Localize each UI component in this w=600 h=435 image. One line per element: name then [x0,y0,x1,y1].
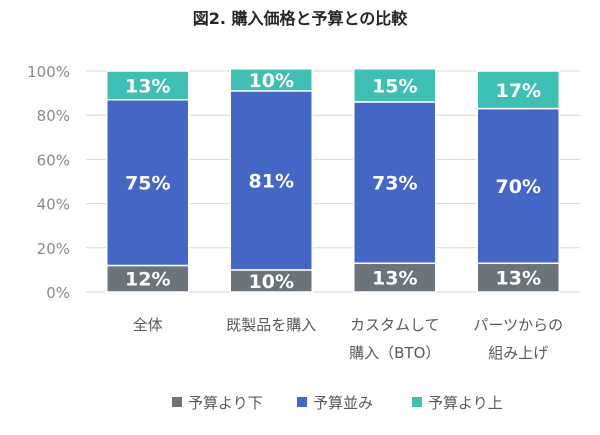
bar-segment [106,98,190,267]
data-label: 12% [125,269,170,291]
data-label: 73% [372,173,417,195]
bar-segment [476,262,560,293]
y-tick-label: 0% [46,284,70,302]
bar-segment [353,262,437,293]
x-category-label: 組み上げ [488,344,548,362]
y-tick-label: 20% [37,240,70,258]
bar-segment [229,90,313,271]
x-category-label: カスタムして [350,316,440,334]
x-category-label: 購入（BTO） [349,344,440,362]
legend-label: 予算より上 [428,394,503,412]
bar-segment [353,68,437,103]
y-tick-label: 100% [27,63,70,81]
legend: 予算より下 予算並み 予算より上 [172,394,503,412]
legend-label: 予算並み [313,394,373,412]
legend-swatch [297,397,307,407]
bar-segment [106,70,190,101]
y-tick-label: 40% [37,196,70,214]
data-label: 13% [496,268,541,290]
bar-segment [476,70,560,110]
bar-segment [229,68,313,92]
legend-swatch [412,397,422,407]
x-category-label: パーツからの [473,316,563,334]
x-category-label: 全体 [133,316,163,334]
y-axis-ticks: 0% 20% 40% 60% 80% 100% [27,63,70,302]
y-tick-label: 80% [37,107,70,125]
chart-title: 図2. 購入価格と予算との比較 [193,9,409,28]
data-label: 10% [249,70,294,92]
bars: 12% 75% 13% 10% 81% 10% 13% 73% 15% 13% 70% 17% [106,68,560,293]
legend-label: 予算より下 [188,394,263,412]
data-label: 10% [249,271,294,293]
data-label: 81% [249,170,294,192]
data-label: 13% [125,75,170,97]
legend-swatch [172,397,182,407]
y-tick-label: 60% [37,151,70,169]
data-label: 13% [372,268,417,290]
data-label: 15% [372,75,417,97]
data-label: 75% [125,173,170,195]
data-label: 70% [496,176,541,198]
data-label: 17% [496,80,541,102]
bar-segment [353,101,437,265]
x-category-label: 既製品を購入 [226,316,316,334]
